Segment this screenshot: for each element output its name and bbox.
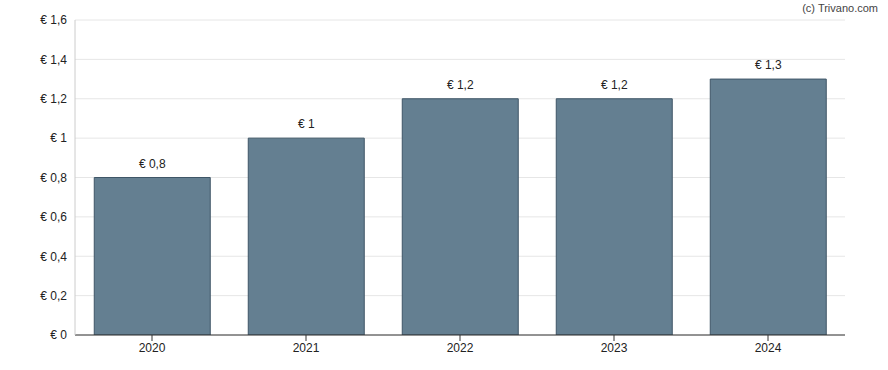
svg-text:€ 0,6: € 0,6 xyxy=(40,210,67,224)
svg-text:€ 0,8: € 0,8 xyxy=(40,171,67,185)
svg-text:2023: 2023 xyxy=(601,341,628,355)
svg-text:2024: 2024 xyxy=(755,341,782,355)
svg-text:€ 1,2: € 1,2 xyxy=(447,78,474,92)
svg-text:2021: 2021 xyxy=(293,341,320,355)
svg-text:2020: 2020 xyxy=(139,341,166,355)
svg-text:€ 0,4: € 0,4 xyxy=(40,250,67,264)
svg-text:€ 1,2: € 1,2 xyxy=(40,92,67,106)
svg-text:€ 0,8: € 0,8 xyxy=(139,157,166,171)
svg-text:€ 1,6: € 1,6 xyxy=(40,13,67,27)
svg-text:€ 1,4: € 1,4 xyxy=(40,53,67,67)
svg-text:2022: 2022 xyxy=(447,341,474,355)
html-text:(c) Trivano.com: (c) Trivano.com xyxy=(802,2,878,14)
svg-text:€ 1: € 1 xyxy=(50,131,67,145)
svg-text:€ 1,2: € 1,2 xyxy=(601,78,628,92)
svg-text:€ 0: € 0 xyxy=(50,328,67,342)
svg-text:€ 1: € 1 xyxy=(298,117,315,131)
svg-text:€ 0,2: € 0,2 xyxy=(40,289,67,303)
svg-text:€ 1,3: € 1,3 xyxy=(755,58,782,72)
